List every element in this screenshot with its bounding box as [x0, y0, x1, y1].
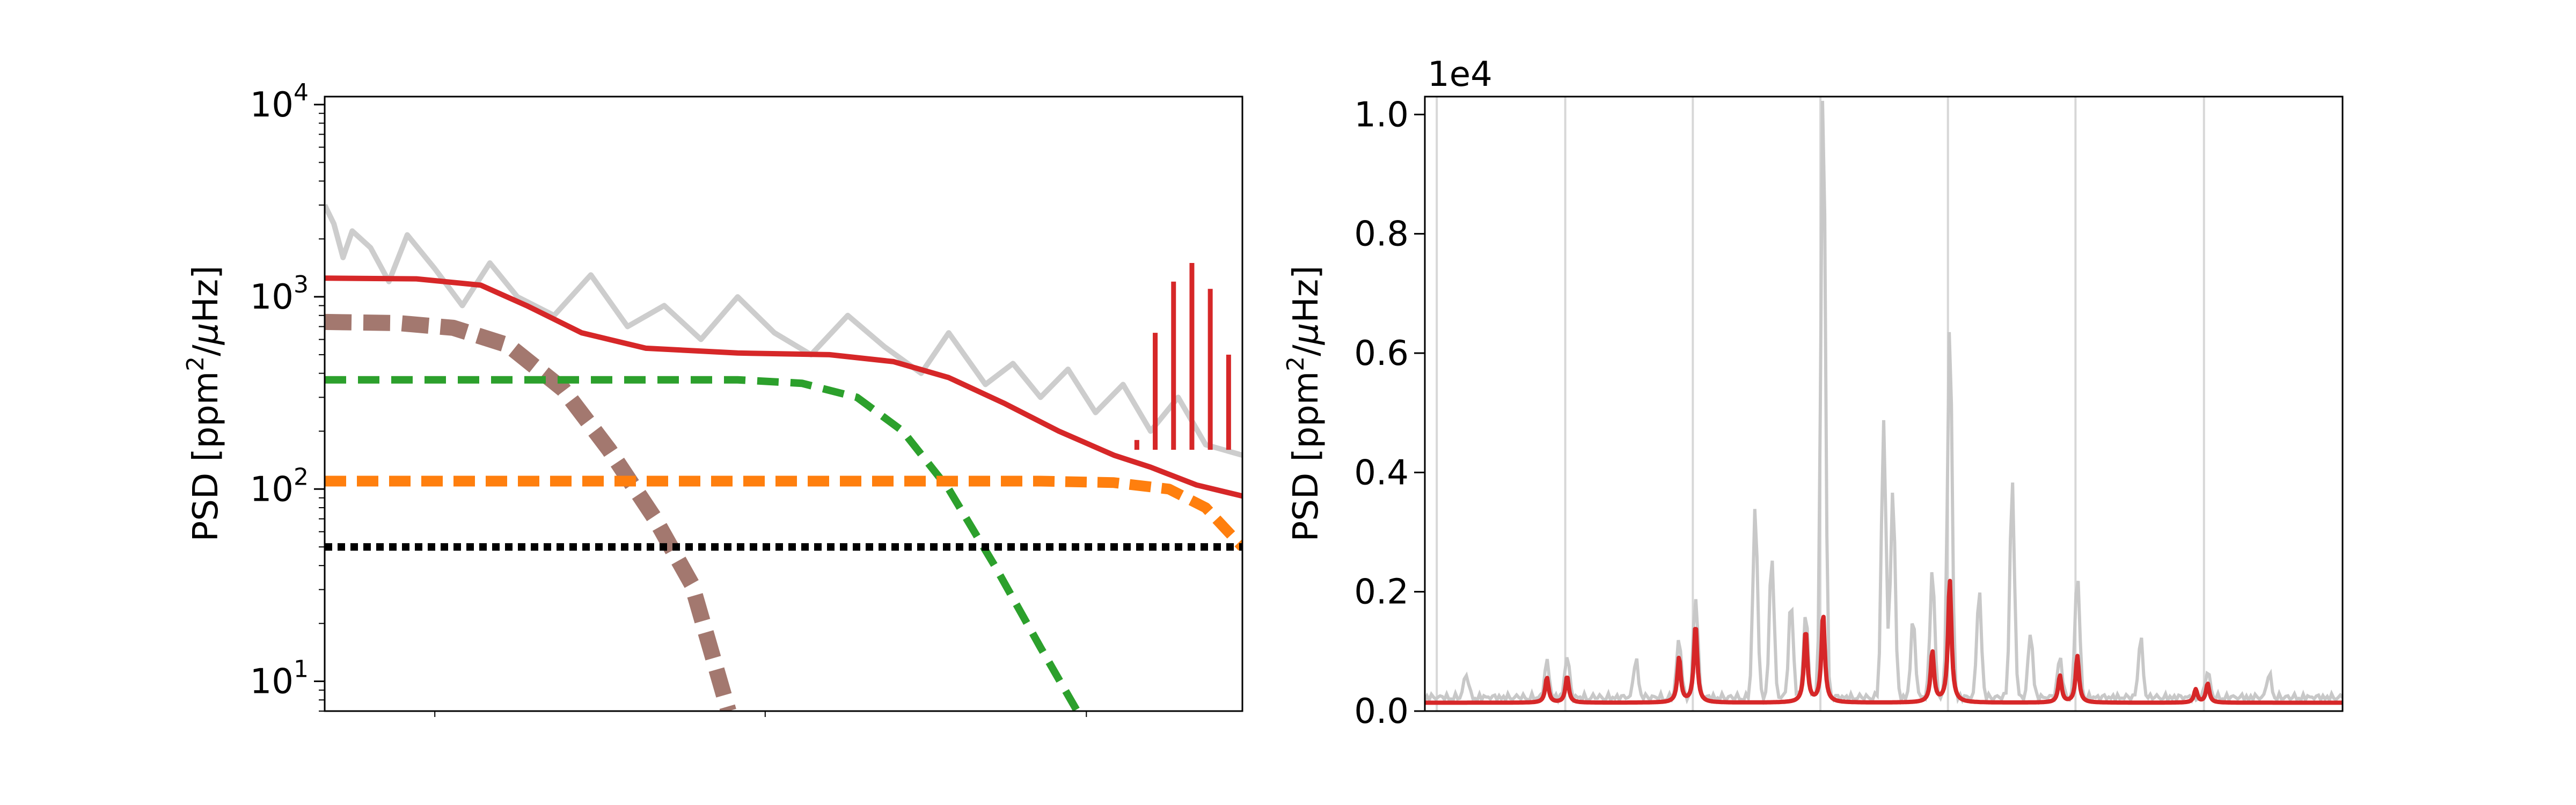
right-series-model	[1425, 579, 2343, 705]
left-x-minor-ticks	[434, 711, 1087, 717]
left-panel-log-psd: 101 102 103 104 PSD [ppm2/μHz]	[182, 79, 1243, 717]
right-panel-linear-psd: 0.0 0.2 0.4 0.6 0.8 1.0 1e4 PSD [ppm2/μHz]	[1282, 55, 2344, 731]
left-ytick-label-1: 102	[250, 463, 309, 509]
left-y-axis-label: PSD [ppm2/μHz]	[182, 266, 226, 541]
left-series-granulation-low	[325, 313, 736, 711]
left-series-total-model	[325, 275, 1242, 499]
right-ytick-label-2: 0.4	[1354, 453, 1409, 493]
right-ytick-label-3: 0.6	[1354, 334, 1409, 374]
right-ytick-label-4: 0.8	[1354, 215, 1409, 254]
left-series-data-spectrum	[325, 203, 1242, 458]
left-axes-frame	[324, 96, 1243, 712]
left-plot-area	[325, 203, 1242, 711]
right-ytick-label-1: 0.2	[1354, 573, 1409, 612]
right-ytick-label-0: 0.0	[1354, 692, 1409, 731]
left-ytick-label-0: 101	[250, 656, 309, 702]
left-series-granulation-high	[325, 475, 1242, 551]
right-plot-area	[1425, 97, 2343, 711]
left-ytick-label-3: 104	[250, 79, 309, 125]
left-y-ticks: 101 102 103 104	[250, 79, 325, 712]
left-ytick-label-2: 103	[250, 271, 309, 317]
right-y-ticks: 0.0 0.2 0.4 0.6 0.8 1.0	[1354, 95, 1425, 731]
right-axes-frame	[1424, 96, 2344, 712]
right-offset-text: 1e4	[1428, 55, 1492, 94]
right-y-axis-label: PSD [ppm2/μHz]	[1282, 266, 1326, 541]
left-series-granulation-mid	[325, 376, 1081, 711]
right-ytick-label-5: 1.0	[1354, 95, 1409, 135]
right-series-data-spectrum	[1425, 100, 2343, 706]
